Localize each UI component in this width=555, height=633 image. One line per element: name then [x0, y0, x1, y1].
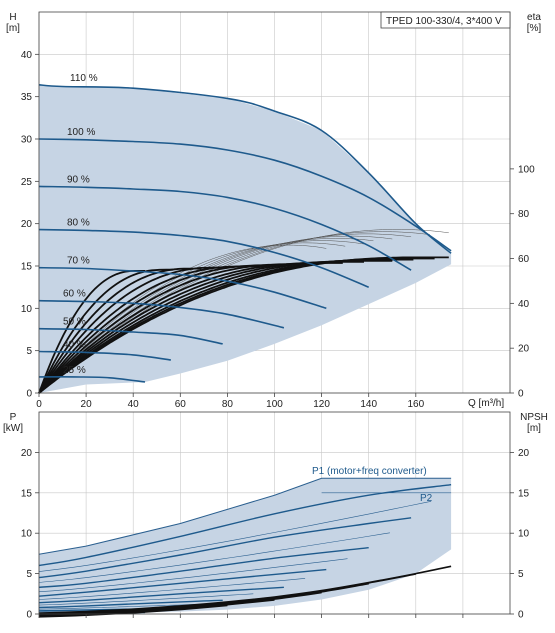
y-axis-label: P	[10, 412, 17, 423]
x-tick-label: 100	[266, 399, 283, 410]
speed-label: 70 %	[67, 256, 90, 267]
power-curve	[38, 547, 369, 588]
speed-label: 40 %	[63, 340, 86, 351]
y-tick-label: 20	[21, 448, 33, 459]
speed-label: 90 %	[67, 174, 90, 185]
speed-label: 60 %	[63, 289, 86, 300]
power-axes: 0 5 10 15 20 0 5 10 15 20 P[kW] NPSH[m]	[3, 412, 548, 621]
head-curve	[38, 84, 452, 254]
efficiency-curve	[38, 268, 174, 394]
head-curve	[38, 266, 327, 310]
x-tick-label: 40	[128, 399, 140, 410]
speed-label: 50 %	[63, 317, 86, 328]
p1-envelope-line	[38, 477, 452, 555]
head-curve	[38, 327, 223, 345]
title-box	[380, 11, 511, 29]
y-right-tick-label: 60	[518, 254, 530, 265]
x-axis-label: Q [m³/h]	[468, 398, 504, 409]
y-tick-label: 40	[21, 50, 33, 61]
head-curve	[38, 185, 412, 271]
power-curve-thin	[38, 593, 254, 606]
y-tick-label: 0	[26, 389, 32, 400]
power-envelope	[39, 478, 452, 614]
y-tick-label: 5	[26, 569, 32, 580]
head-curve	[38, 138, 452, 252]
x-tick-label: 60	[175, 399, 187, 410]
y-axis-label: H	[9, 12, 16, 23]
power-curve-thin	[38, 604, 197, 610]
y-right-tick-label: 80	[518, 209, 530, 220]
y-right-axis-label-unit: [m]	[527, 423, 541, 434]
power-curve-thin	[38, 558, 348, 593]
y-right-tick-label: 10	[518, 529, 530, 540]
speed-label: 80 %	[67, 218, 90, 229]
efficiency-curve	[38, 267, 202, 394]
power-curve-thin	[38, 532, 390, 583]
power-curve	[38, 517, 412, 579]
y-axis-label-unit: [m]	[6, 23, 20, 34]
chart-title: TPED 100-330/4, 3*400 V	[386, 16, 502, 27]
x-tick-label: 160	[407, 399, 424, 410]
y-tick-label: 5	[26, 346, 32, 357]
y-right-tick-label: 5	[518, 569, 524, 580]
y-axis-label-unit: [kW]	[3, 423, 23, 434]
head-curve	[38, 376, 146, 383]
y-tick-label: 35	[21, 92, 33, 103]
y-tick-label: 0	[26, 610, 32, 621]
y-right-axis-label: NPSH	[520, 412, 548, 423]
y-right-tick-label: 0	[518, 389, 524, 400]
speed-label: 110 %	[70, 73, 98, 84]
x-tick-label: 140	[360, 399, 377, 410]
y-right-tick-label: 20	[518, 448, 530, 459]
y-right-tick-label: 40	[518, 299, 530, 310]
x-tick-label: 80	[222, 399, 234, 410]
y-right-tick-label: 0	[518, 610, 524, 621]
power-curve-thin	[38, 578, 306, 600]
y-tick-label: 25	[21, 177, 33, 188]
y-tick-label: 10	[21, 304, 33, 315]
p2-label: P2	[420, 493, 433, 504]
speed-label: 25 %	[63, 365, 86, 376]
y-tick-label: 15	[21, 488, 33, 499]
y-right-axis-label-unit: [%]	[527, 23, 542, 34]
y-right-tick-label: 15	[518, 488, 530, 499]
y-right-tick-label: 100	[518, 164, 535, 175]
head-curves: 110 % 100 % 90 % 80 % 70 % 60 % 50 % 40 % 25 %	[38, 73, 452, 383]
power-chart: 0 5 10 15 20 0 5 10 15 20 P[kW] NPSH[m] P1 (motor+fr…	[3, 411, 548, 621]
power-curve	[38, 586, 284, 604]
head-curve	[38, 350, 172, 361]
efficiency-curves	[38, 229, 449, 394]
npsh-curve	[38, 604, 228, 618]
power-curve	[38, 568, 327, 597]
y-right-axis-label: eta	[527, 12, 541, 23]
speed-label: 100 %	[67, 127, 95, 138]
y-tick-label: 20	[21, 219, 33, 230]
head-curve	[38, 299, 285, 329]
head-curve	[38, 228, 370, 288]
x-tick-label: 0	[36, 399, 42, 410]
head-axes: 0 20 40 60 80 100 120 140 160 0 5 10 15 20 25 30 35 40 0 20…	[6, 12, 541, 410]
power-curve	[38, 484, 452, 567]
p1-label: P1 (motor+freq converter)	[312, 466, 427, 477]
y-tick-label: 15	[21, 262, 33, 273]
power-curve	[38, 599, 223, 609]
y-tick-label: 30	[21, 135, 33, 146]
power-curves	[38, 484, 452, 614]
power-curve-thin	[38, 501, 432, 572]
y-tick-label: 10	[21, 529, 33, 540]
head-chart: 110 % 100 % 90 % 80 % 70 % 60 % 50 % 40 % 25 % 0 2…	[6, 11, 541, 410]
operating-envelope	[39, 84, 452, 394]
x-tick-label: 20	[81, 399, 93, 410]
x-tick-label: 120	[313, 399, 330, 410]
y-right-tick-label: 20	[518, 344, 530, 355]
